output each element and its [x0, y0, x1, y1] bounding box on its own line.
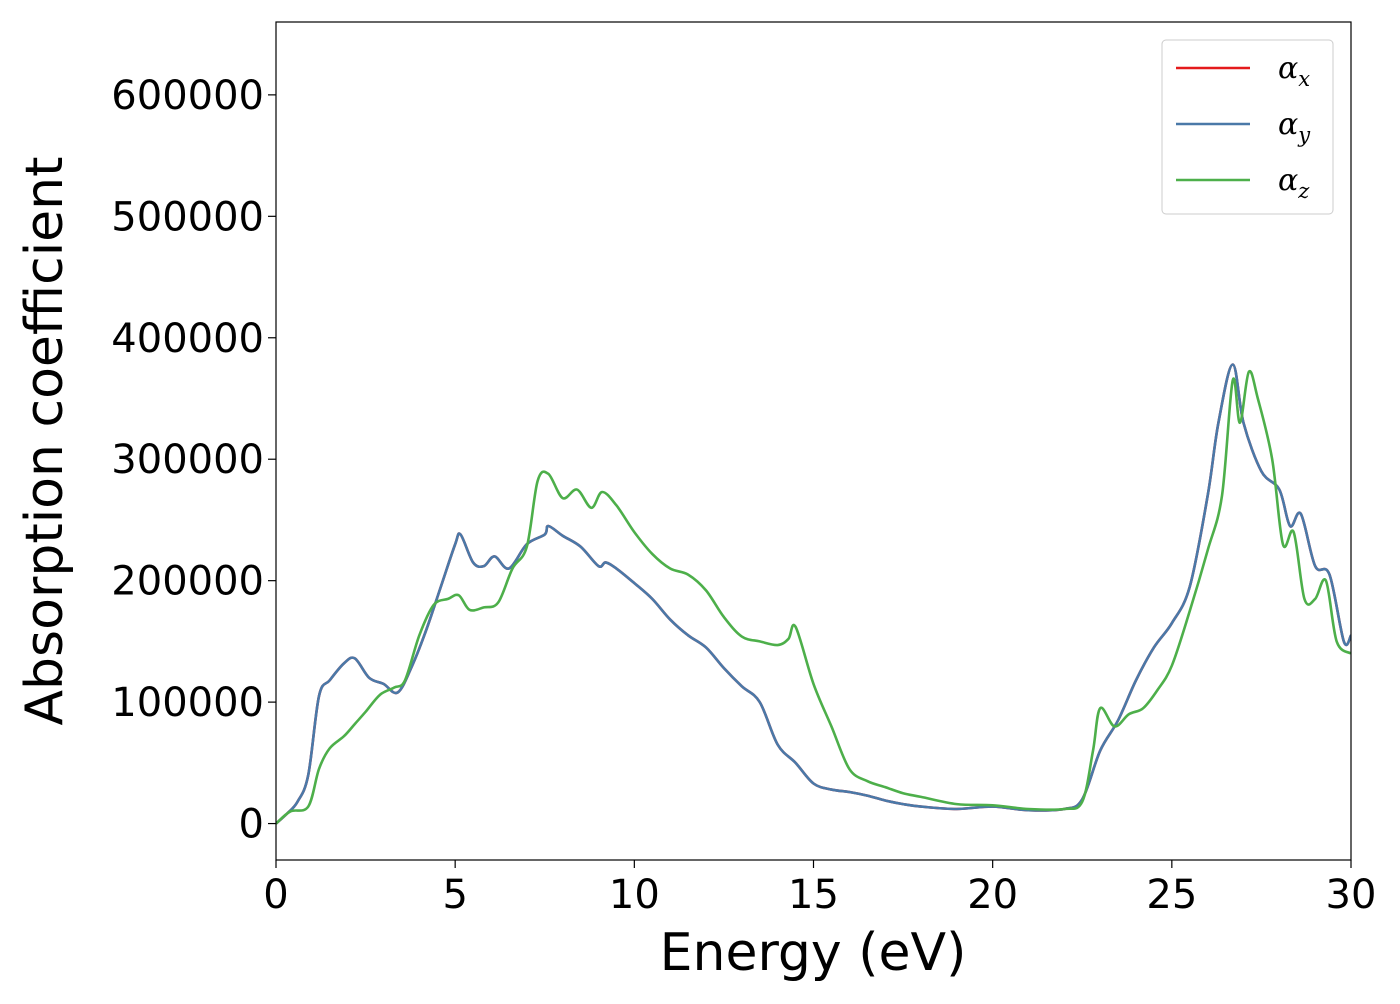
y-tick-label: 200000: [111, 559, 264, 605]
x-tick-label: 25: [1146, 872, 1197, 918]
y-axis: 0 100000 200000 300000 400000 500000 600000: [111, 73, 276, 848]
y-tick-label: 500000: [111, 194, 264, 240]
x-axis-label: Energy (eV): [660, 923, 967, 983]
x-tick-label: 10: [609, 872, 660, 918]
x-tick-label: 30: [1326, 872, 1377, 918]
y-tick-label: 100000: [111, 680, 264, 726]
x-tick-label: 20: [967, 872, 1018, 918]
y-tick-label: 300000: [111, 437, 264, 483]
x-tick-label: 15: [788, 872, 839, 918]
x-axis: 0 5 10 15 20 25 30: [263, 860, 1376, 918]
y-tick-label: 600000: [111, 73, 264, 119]
series-line-y: [276, 363, 1351, 825]
x-tick-label: 0: [263, 872, 288, 918]
y-tick-label: 0: [239, 802, 264, 848]
x-tick-label: 5: [442, 872, 467, 918]
series-line-z: [276, 369, 1351, 825]
legend-box: [1161, 39, 1334, 215]
series-layer: [276, 363, 1351, 825]
y-axis-label: Absorption coefficient: [15, 156, 75, 725]
y-tick-label: 400000: [111, 316, 264, 362]
